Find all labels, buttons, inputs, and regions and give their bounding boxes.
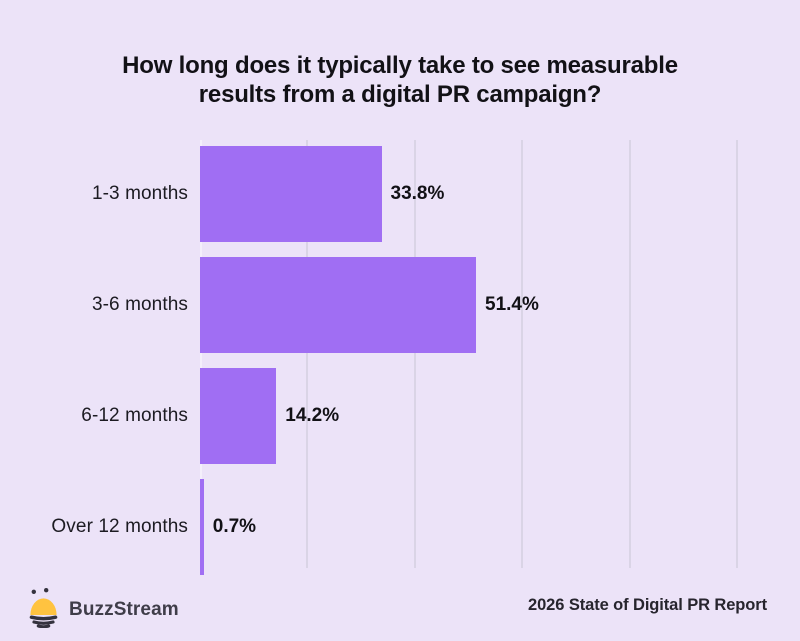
gridline-80pct [628, 140, 631, 568]
chart-title: How long does it typically take to see m… [0, 51, 800, 109]
buzzstream-logo: BuzzStream [28, 588, 179, 628]
value-label: 0.7% [212, 515, 257, 537]
axis-line [200, 140, 202, 568]
gridline-100pct [736, 140, 738, 568]
category-label: 6-12 months [81, 404, 188, 426]
chart-title-line-1: How long does it typically take to see m… [122, 52, 678, 79]
bar-rows: 1-3 months 33.8% 3-6 months 51.4% 6-12 month… [0, 138, 800, 582]
category-label: Over 12 months [51, 515, 188, 537]
bar-row: 1-3 months 33.8% [0, 138, 800, 249]
gridline-20pct [306, 140, 309, 568]
gridline-60pct [521, 140, 524, 568]
bar [200, 146, 382, 242]
bar [200, 257, 477, 353]
category-label: 1-3 months [91, 182, 188, 204]
bar-row: 3-6 months 51.4% [0, 249, 800, 360]
value-label: 14.2% [285, 404, 340, 426]
bar [200, 479, 204, 575]
brand-name: BuzzStream [69, 599, 179, 620]
value-label: 51.4% [485, 293, 539, 315]
report-title: 2026 State of Digital PR Report [528, 596, 767, 614]
chart-title-line-2: results from a digital PR campaign? [198, 81, 602, 108]
bar-row: Over 12 months 0.7% [0, 471, 800, 582]
plot-area [200, 140, 770, 568]
category-label: 3-6 months [91, 293, 188, 315]
buzzstream-bee-icon [29, 588, 58, 628]
value-label: 33.8% [390, 182, 445, 204]
bar [200, 368, 277, 464]
bar-row: 6-12 months 14.2% [0, 360, 800, 471]
gridline-40pct [413, 140, 416, 568]
